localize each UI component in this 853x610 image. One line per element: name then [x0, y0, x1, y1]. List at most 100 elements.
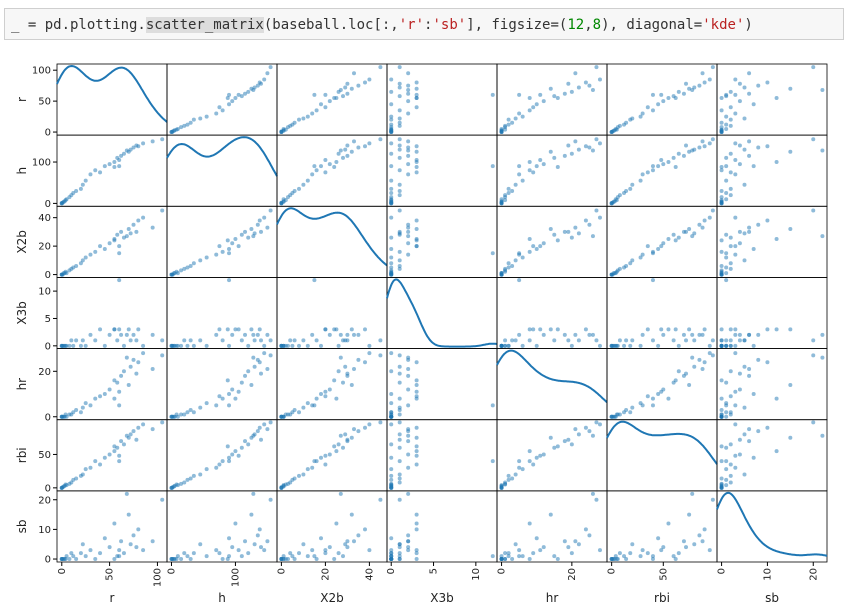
point — [160, 137, 165, 142]
point — [517, 172, 522, 177]
point — [288, 338, 293, 343]
point — [719, 459, 724, 464]
point — [656, 164, 661, 169]
point — [510, 557, 515, 562]
point — [88, 252, 93, 257]
point — [134, 229, 139, 234]
point — [356, 429, 361, 434]
point — [397, 545, 402, 550]
point — [124, 355, 129, 360]
point — [117, 554, 122, 559]
panel-frame — [386, 419, 498, 492]
point — [119, 332, 124, 337]
kde-curve — [56, 64, 168, 123]
point — [323, 551, 328, 556]
point — [503, 266, 508, 271]
point — [83, 554, 88, 559]
point — [656, 102, 661, 107]
point — [724, 380, 729, 385]
y-tick-label: 50 — [38, 450, 51, 461]
point — [150, 139, 155, 144]
point — [659, 244, 664, 249]
point — [367, 141, 372, 146]
point — [349, 327, 354, 332]
point — [128, 338, 133, 343]
point — [645, 551, 650, 556]
x-tick-label: 0 — [166, 568, 177, 574]
point — [191, 117, 196, 122]
point — [314, 108, 319, 113]
point — [83, 255, 88, 260]
point — [292, 407, 297, 412]
point — [236, 327, 241, 332]
point — [742, 258, 747, 263]
point — [323, 92, 328, 97]
point — [134, 338, 139, 343]
point — [397, 123, 402, 128]
panel-frame — [386, 490, 498, 563]
point — [661, 545, 666, 550]
point — [510, 476, 515, 481]
point — [742, 231, 747, 236]
point — [98, 327, 103, 332]
point — [185, 265, 190, 270]
point — [124, 491, 129, 496]
point — [268, 420, 273, 425]
point — [230, 387, 235, 392]
point — [490, 92, 495, 97]
point — [645, 327, 650, 332]
point — [671, 554, 676, 559]
point — [506, 117, 511, 122]
point — [594, 420, 599, 425]
point — [747, 71, 752, 76]
point — [527, 237, 532, 242]
point — [630, 338, 635, 343]
point — [555, 96, 560, 101]
point — [74, 557, 79, 562]
x-tick-label: 0 — [386, 568, 397, 574]
point — [406, 71, 411, 76]
point — [262, 343, 267, 348]
point — [499, 483, 504, 488]
point — [332, 164, 337, 169]
point — [573, 139, 578, 144]
kde-curve — [386, 278, 498, 348]
point — [389, 141, 394, 146]
point — [188, 120, 193, 125]
point — [214, 465, 219, 470]
point — [724, 265, 729, 270]
point — [650, 396, 655, 401]
point — [259, 437, 264, 442]
point — [98, 394, 103, 399]
point — [83, 178, 88, 183]
point — [64, 343, 69, 348]
point — [246, 235, 251, 240]
point — [414, 396, 419, 401]
point — [204, 343, 209, 348]
point — [659, 92, 664, 97]
point — [389, 548, 394, 553]
panel-frame — [496, 277, 608, 349]
point — [733, 77, 738, 82]
point — [233, 237, 238, 242]
point — [378, 420, 383, 425]
point — [728, 170, 733, 175]
code-cell: _ = pd.plotting.scatter_matrix(baseball.… — [4, 8, 844, 40]
point — [397, 266, 402, 271]
point — [733, 252, 738, 257]
point — [397, 229, 402, 234]
point — [338, 355, 343, 360]
point — [548, 149, 553, 154]
point — [389, 268, 394, 273]
point — [733, 172, 738, 177]
point — [297, 473, 301, 478]
point — [126, 512, 131, 517]
panel-frame — [56, 63, 168, 136]
point — [414, 144, 419, 149]
point — [230, 241, 235, 246]
point — [397, 364, 402, 369]
point — [569, 235, 574, 240]
point — [576, 231, 581, 236]
point — [527, 327, 532, 332]
point — [617, 338, 622, 343]
